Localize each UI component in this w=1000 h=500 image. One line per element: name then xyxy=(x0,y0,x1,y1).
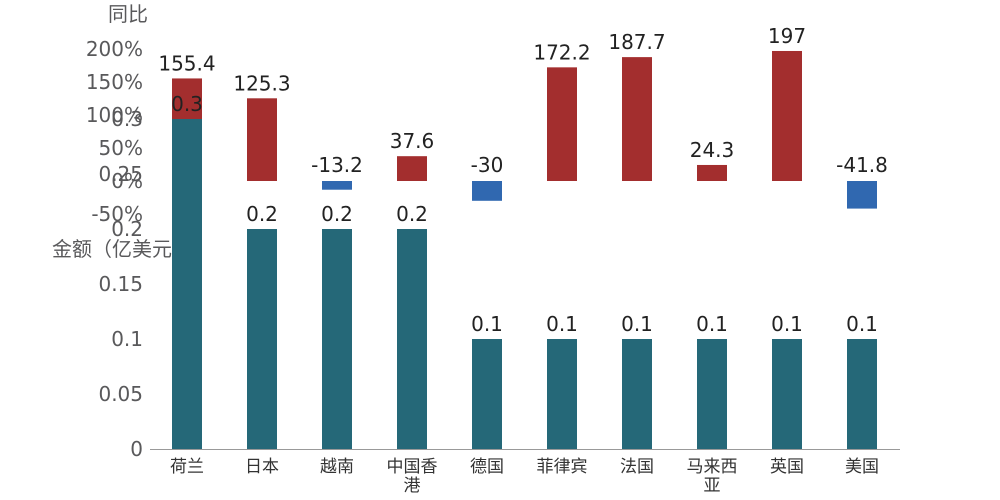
yoy-value-label: 187.7 xyxy=(608,30,665,54)
amount-bar-c2 xyxy=(322,229,352,449)
amount-value-label: 0.3 xyxy=(171,92,203,116)
amount-bar-c8 xyxy=(772,339,802,449)
yoy-data-labels: 155.4 125.3 -13.2 37.6 -30 172.2 187.7 24.3 197 -… xyxy=(158,24,888,177)
yoy-y-tick-label: 150% xyxy=(86,70,143,94)
category-label: 中国香港 xyxy=(387,457,438,496)
amount-bar-c5 xyxy=(547,339,577,449)
category-labels: 荷兰 日本 越南 中国香港 德国 菲律宾 法国 马来西亚 英国 美国 xyxy=(170,457,879,496)
amount-y-tick-label: 0 xyxy=(130,437,143,461)
amount-value-label: 0.1 xyxy=(621,312,653,336)
category-label: 德国 xyxy=(470,457,504,477)
yoy-bar-c4 xyxy=(472,181,502,201)
amount-value-label: 0.2 xyxy=(246,202,278,226)
yoy-value-label: 172.2 xyxy=(533,40,590,64)
category-label: 英国 xyxy=(770,457,804,477)
amount-chart: 金额（亿美元） 0.3 0.25 0.2 0.15 0.1 0.05 0 0.3 0.2 0.2… xyxy=(52,92,900,496)
category-label: 美国 xyxy=(845,457,879,477)
amount-y-tick-label: 0.05 xyxy=(98,382,143,406)
amount-y-ticks: 0.3 0.25 0.2 0.15 0.1 0.05 0 xyxy=(98,107,143,461)
amount-bar-c9 xyxy=(847,339,877,449)
category-label: 越南 xyxy=(320,457,354,477)
yoy-bar-c9 xyxy=(847,181,877,209)
amount-y-tick-label: 0.1 xyxy=(111,327,143,351)
yoy-y-ticks: 200% 150% 100% 50% 0% -50% xyxy=(86,37,143,226)
yoy-bar-c6 xyxy=(622,57,652,182)
yoy-axis-title: 同比 xyxy=(108,2,148,26)
yoy-chart: 同比 200% 150% 100% 50% 0% -50% 155.4 125.3 -13.2… xyxy=(86,2,888,226)
amount-bar-c6 xyxy=(622,339,652,449)
amount-data-labels: 0.3 0.2 0.2 0.2 0.1 0.1 0.1 0.1 0.1 0.1 xyxy=(171,92,878,336)
yoy-value-label: -30 xyxy=(471,153,504,177)
yoy-bar-c3 xyxy=(397,156,427,181)
yoy-value-label: 24.3 xyxy=(690,138,735,162)
amount-value-label: 0.2 xyxy=(396,202,428,226)
amount-value-label: 0.1 xyxy=(696,312,728,336)
yoy-value-label: 197 xyxy=(768,24,806,48)
yoy-y-tick-label: 100% xyxy=(86,103,143,127)
amount-value-label: 0.2 xyxy=(321,202,353,226)
yoy-value-label: -13.2 xyxy=(311,153,363,177)
category-label: 马来西亚 xyxy=(687,457,738,496)
amount-y-tick-label: 0.25 xyxy=(98,162,143,186)
category-label: 法国 xyxy=(620,457,654,477)
amount-value-label: 0.1 xyxy=(471,312,503,336)
amount-bar-c1 xyxy=(247,229,277,449)
yoy-y-tick-label: 0% xyxy=(111,169,143,193)
yoy-value-label: 37.6 xyxy=(390,129,435,153)
amount-y-tick-label: 0.15 xyxy=(98,272,143,296)
amount-value-label: 0.1 xyxy=(846,312,878,336)
yoy-bar-c2 xyxy=(322,181,352,190)
yoy-bar-c8 xyxy=(772,50,802,182)
category-label: 日本 xyxy=(245,457,279,477)
yoy-bar-c1 xyxy=(247,98,277,181)
amount-y-tick-label: 0.3 xyxy=(111,107,143,131)
yoy-value-label: 125.3 xyxy=(233,71,290,95)
amount-y-tick-label: 0.2 xyxy=(111,217,143,241)
amount-bar-c7 xyxy=(697,339,727,449)
yoy-bar-c7 xyxy=(697,164,727,181)
amount-bars xyxy=(172,119,877,449)
amount-bar-c0 xyxy=(172,119,202,449)
amount-bar-c4 xyxy=(472,339,502,449)
yoy-y-tick-label: -50% xyxy=(91,202,143,226)
amount-value-label: 0.1 xyxy=(546,312,578,336)
yoy-bars xyxy=(172,50,877,209)
yoy-value-label: 155.4 xyxy=(158,51,215,75)
yoy-y-tick-label: 200% xyxy=(86,37,143,61)
yoy-value-label: -41.8 xyxy=(836,153,888,177)
amount-value-label: 0.1 xyxy=(771,312,803,336)
amount-bar-c3 xyxy=(397,229,427,449)
yoy-bar-c5 xyxy=(547,67,577,181)
category-label: 菲律宾 xyxy=(537,457,588,477)
amount-axis-title: 金额（亿美元） xyxy=(52,237,192,261)
category-label: 荷兰 xyxy=(170,457,204,477)
yoy-y-tick-label: 50% xyxy=(99,136,143,160)
